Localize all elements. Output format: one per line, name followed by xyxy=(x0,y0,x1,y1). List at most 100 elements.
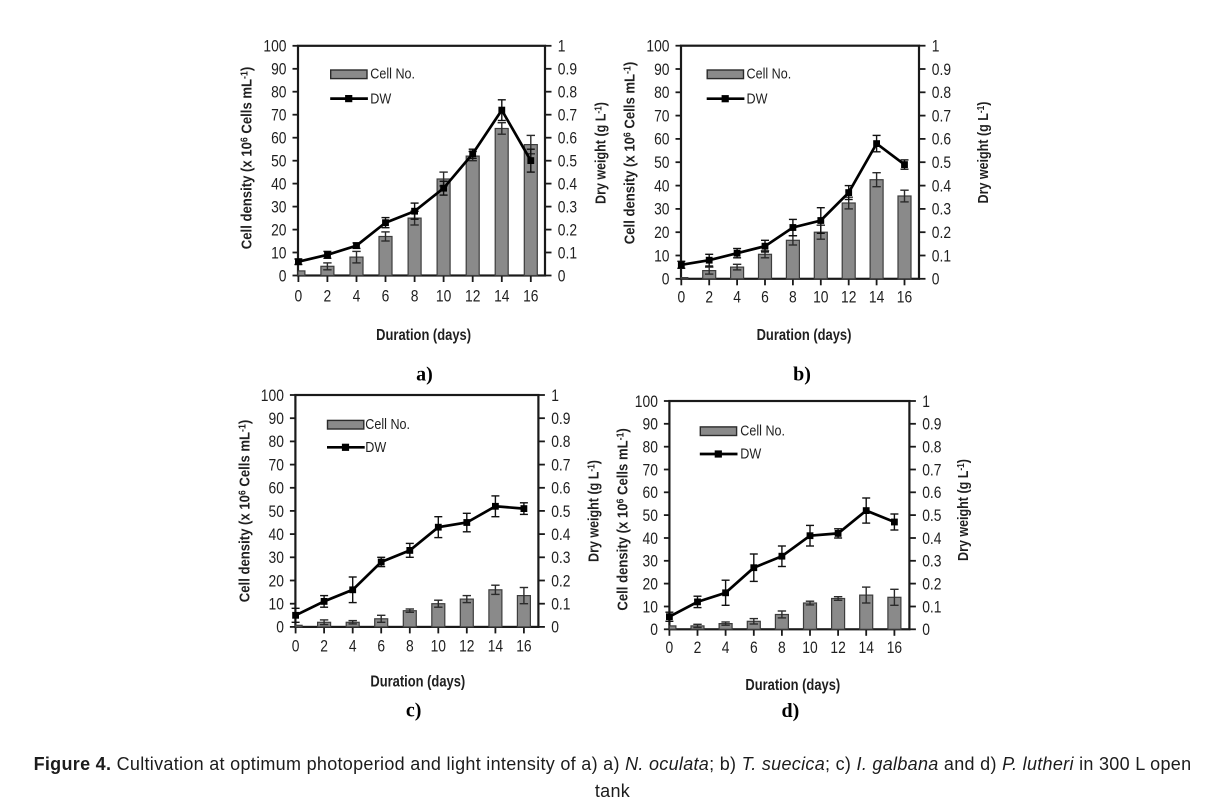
svg-text:1: 1 xyxy=(932,37,940,55)
svg-text:10: 10 xyxy=(269,595,284,613)
svg-text:0: 0 xyxy=(551,619,559,637)
svg-text:Cell No.: Cell No. xyxy=(740,423,785,439)
svg-text:8: 8 xyxy=(406,637,414,655)
svg-text:14: 14 xyxy=(859,639,874,657)
svg-text:20: 20 xyxy=(643,575,658,593)
svg-text:Cell density (x 106 Cells mL-1: Cell density (x 106 Cells mL-1) xyxy=(621,62,638,244)
svg-text:Cell density (x 106 Cells mL-1: Cell density (x 106 Cells mL-1) xyxy=(614,428,631,610)
svg-text:a): a) xyxy=(416,364,433,386)
svg-text:DW: DW xyxy=(365,439,386,455)
svg-text:0: 0 xyxy=(292,637,300,655)
svg-text:0.8: 0.8 xyxy=(558,83,577,101)
svg-text:10: 10 xyxy=(431,637,446,655)
svg-text:1: 1 xyxy=(922,393,930,411)
svg-text:Cell No.: Cell No. xyxy=(747,66,792,82)
svg-text:Duration (days): Duration (days) xyxy=(370,673,465,690)
svg-text:30: 30 xyxy=(654,201,669,219)
svg-text:4: 4 xyxy=(349,637,357,655)
svg-text:0.5: 0.5 xyxy=(932,154,951,172)
svg-text:8: 8 xyxy=(778,639,786,657)
svg-text:0: 0 xyxy=(666,639,674,657)
svg-text:0.4: 0.4 xyxy=(932,177,951,195)
svg-text:Dry weight (g L-1): Dry weight (g L-1) xyxy=(974,102,991,204)
svg-text:c): c) xyxy=(406,700,422,722)
svg-text:60: 60 xyxy=(271,129,286,147)
svg-text:0: 0 xyxy=(922,621,930,639)
svg-text:0.9: 0.9 xyxy=(551,410,570,428)
svg-text:0.9: 0.9 xyxy=(558,61,577,79)
svg-text:70: 70 xyxy=(654,107,669,125)
svg-text:0.4: 0.4 xyxy=(551,526,570,544)
svg-text:b): b) xyxy=(793,364,811,386)
svg-text:0.1: 0.1 xyxy=(558,244,577,262)
svg-text:4: 4 xyxy=(353,287,361,305)
svg-text:Cell No.: Cell No. xyxy=(365,416,410,432)
svg-text:70: 70 xyxy=(269,456,284,474)
svg-text:0.8: 0.8 xyxy=(551,433,570,451)
svg-text:0.5: 0.5 xyxy=(558,152,577,170)
svg-text:12: 12 xyxy=(841,288,856,306)
svg-text:20: 20 xyxy=(271,221,286,239)
svg-text:0: 0 xyxy=(932,271,940,289)
svg-text:DW: DW xyxy=(370,91,391,107)
svg-text:0.1: 0.1 xyxy=(932,247,951,265)
svg-text:0.7: 0.7 xyxy=(932,107,951,125)
svg-text:8: 8 xyxy=(789,288,797,306)
svg-text:Cell density (x 106 Cells mL-1: Cell density (x 106 Cells mL-1) xyxy=(238,67,255,249)
svg-text:Duration (days): Duration (days) xyxy=(376,327,471,344)
svg-text:90: 90 xyxy=(654,61,669,79)
svg-text:6: 6 xyxy=(750,639,758,657)
svg-text:14: 14 xyxy=(488,637,503,655)
svg-text:0: 0 xyxy=(558,267,566,285)
svg-text:30: 30 xyxy=(643,553,658,571)
svg-text:80: 80 xyxy=(271,83,286,101)
svg-text:Dry weight (g L-1): Dry weight (g L-1) xyxy=(591,102,608,204)
svg-text:0.4: 0.4 xyxy=(558,175,577,193)
svg-text:2: 2 xyxy=(324,287,332,305)
svg-text:0.6: 0.6 xyxy=(932,131,951,149)
svg-text:Cell No.: Cell No. xyxy=(370,66,415,82)
svg-text:70: 70 xyxy=(643,461,658,479)
svg-text:0.2: 0.2 xyxy=(932,224,951,242)
svg-text:Dry weight (g L-1): Dry weight (g L-1) xyxy=(585,460,602,562)
svg-text:DW: DW xyxy=(740,446,761,462)
svg-text:0.5: 0.5 xyxy=(922,507,941,525)
svg-text:90: 90 xyxy=(269,410,284,428)
svg-text:0.7: 0.7 xyxy=(551,456,570,474)
svg-text:1: 1 xyxy=(551,387,559,405)
svg-text:2: 2 xyxy=(694,639,702,657)
svg-text:0.8: 0.8 xyxy=(922,438,941,456)
svg-text:0: 0 xyxy=(295,287,303,305)
svg-text:0.3: 0.3 xyxy=(922,553,941,571)
svg-text:d): d) xyxy=(782,700,800,722)
svg-text:Duration (days): Duration (days) xyxy=(757,327,852,344)
svg-text:0.7: 0.7 xyxy=(922,461,941,479)
svg-text:0.6: 0.6 xyxy=(558,129,577,147)
svg-text:10: 10 xyxy=(654,247,669,265)
svg-text:16: 16 xyxy=(516,637,531,655)
svg-text:0.1: 0.1 xyxy=(551,595,570,613)
svg-text:100: 100 xyxy=(261,387,284,405)
svg-text:10: 10 xyxy=(802,639,817,657)
svg-text:Cell density (x 106 Cells mL-1: Cell density (x 106 Cells mL-1) xyxy=(236,420,253,602)
svg-text:0.3: 0.3 xyxy=(551,549,570,567)
svg-text:50: 50 xyxy=(643,507,658,525)
svg-text:12: 12 xyxy=(459,637,474,655)
svg-text:0.2: 0.2 xyxy=(558,221,577,239)
svg-text:70: 70 xyxy=(271,106,286,124)
svg-text:10: 10 xyxy=(643,598,658,616)
svg-text:2: 2 xyxy=(320,637,328,655)
svg-text:4: 4 xyxy=(733,288,741,306)
svg-text:16: 16 xyxy=(887,639,902,657)
svg-text:10: 10 xyxy=(436,287,451,305)
svg-text:40: 40 xyxy=(654,177,669,195)
svg-text:100: 100 xyxy=(646,37,669,55)
svg-text:6: 6 xyxy=(382,287,390,305)
svg-text:60: 60 xyxy=(269,480,284,498)
svg-text:60: 60 xyxy=(643,484,658,502)
svg-text:50: 50 xyxy=(654,154,669,172)
svg-text:0.2: 0.2 xyxy=(551,572,570,590)
svg-text:16: 16 xyxy=(523,287,538,305)
svg-text:0.9: 0.9 xyxy=(932,61,951,79)
svg-text:8: 8 xyxy=(411,287,419,305)
